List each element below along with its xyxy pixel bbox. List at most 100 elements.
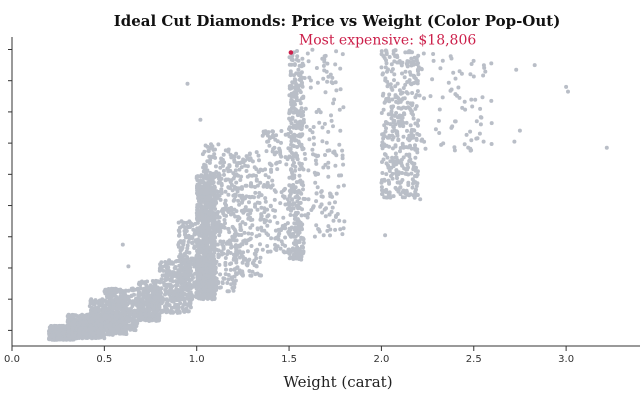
- data-point: [186, 309, 191, 314]
- data-point: [235, 161, 240, 166]
- data-point: [252, 165, 257, 170]
- data-point: [216, 215, 221, 220]
- data-point: [213, 147, 217, 152]
- data-point: [306, 59, 311, 64]
- data-point: [402, 111, 406, 116]
- data-point: [394, 111, 399, 115]
- data-point: [237, 249, 242, 254]
- data-point: [308, 85, 313, 90]
- data-point: [398, 185, 403, 190]
- data-point: [202, 293, 207, 298]
- data-point: [91, 302, 96, 307]
- data-point: [329, 113, 333, 118]
- data-point: [403, 50, 408, 55]
- data-point: [379, 180, 384, 185]
- data-point: [381, 133, 386, 138]
- data-point: [246, 216, 251, 221]
- data-point: [222, 172, 226, 177]
- data-point: [138, 286, 143, 291]
- data-point: [297, 98, 302, 103]
- data-point: [214, 220, 219, 225]
- data-point: [160, 273, 165, 278]
- data-point: [112, 289, 117, 294]
- data-point: [272, 197, 277, 202]
- data-point: [222, 213, 227, 218]
- data-point: [55, 336, 60, 341]
- data-point: [320, 139, 325, 144]
- data-point: [302, 151, 307, 156]
- data-point: [387, 92, 392, 97]
- data-point: [401, 120, 406, 125]
- data-point: [395, 81, 400, 86]
- data-point: [132, 311, 137, 316]
- data-point: [604, 145, 609, 150]
- data-point: [232, 232, 237, 237]
- data-point: [273, 228, 278, 233]
- chart-title: Ideal Cut Diamonds: Price vs Weight (Col…: [114, 12, 561, 30]
- x-tick-label: 2.5: [466, 354, 482, 365]
- data-point: [385, 69, 389, 74]
- data-point: [274, 161, 279, 166]
- data-point: [390, 87, 395, 92]
- data-point: [268, 203, 273, 208]
- data-point: [283, 155, 288, 160]
- data-point: [418, 197, 423, 202]
- data-point: [331, 124, 335, 129]
- data-point: [313, 158, 318, 163]
- data-point: [410, 101, 415, 106]
- data-point: [207, 285, 212, 290]
- data-point: [393, 93, 398, 98]
- data-point: [289, 142, 294, 147]
- data-point: [240, 260, 245, 265]
- data-point: [152, 280, 157, 285]
- data-point: [272, 214, 277, 219]
- data-point: [147, 298, 152, 303]
- data-point: [207, 154, 212, 159]
- data-point: [172, 273, 177, 278]
- data-point: [566, 89, 570, 94]
- data-point: [381, 157, 386, 162]
- data-point: [254, 150, 259, 155]
- data-point: [288, 213, 293, 217]
- data-point: [228, 267, 233, 272]
- data-point: [143, 280, 147, 285]
- data-point: [296, 221, 301, 226]
- data-point: [295, 193, 300, 198]
- data-point: [411, 162, 416, 166]
- data-point: [229, 212, 233, 217]
- data-point: [166, 265, 171, 270]
- data-point: [297, 240, 302, 244]
- data-point: [387, 55, 392, 59]
- data-point: [384, 172, 389, 177]
- data-point: [255, 226, 260, 231]
- data-point: [408, 136, 413, 141]
- data-point: [303, 197, 307, 201]
- data-point: [236, 155, 241, 160]
- data-point: [168, 260, 173, 265]
- data-point: [177, 263, 182, 268]
- data-point: [440, 58, 445, 63]
- data-point: [206, 211, 211, 216]
- data-point: [211, 155, 216, 160]
- data-point: [392, 78, 396, 83]
- data-point: [202, 197, 207, 202]
- data-point: [188, 221, 193, 225]
- data-point: [334, 88, 339, 93]
- data-point: [198, 117, 203, 122]
- data-point: [123, 304, 128, 309]
- data-point: [320, 210, 325, 215]
- data-point: [259, 205, 264, 210]
- data-point: [205, 222, 210, 227]
- data-point: [394, 99, 399, 104]
- data-point: [340, 153, 345, 158]
- data-point: [258, 273, 263, 278]
- data-point: [216, 255, 221, 260]
- data-point: [453, 76, 458, 81]
- data-point: [401, 155, 406, 160]
- data-point: [248, 157, 253, 162]
- data-point: [211, 296, 216, 301]
- data-point: [75, 336, 80, 341]
- data-point: [314, 199, 319, 204]
- data-point: [142, 295, 147, 300]
- data-point: [120, 242, 125, 247]
